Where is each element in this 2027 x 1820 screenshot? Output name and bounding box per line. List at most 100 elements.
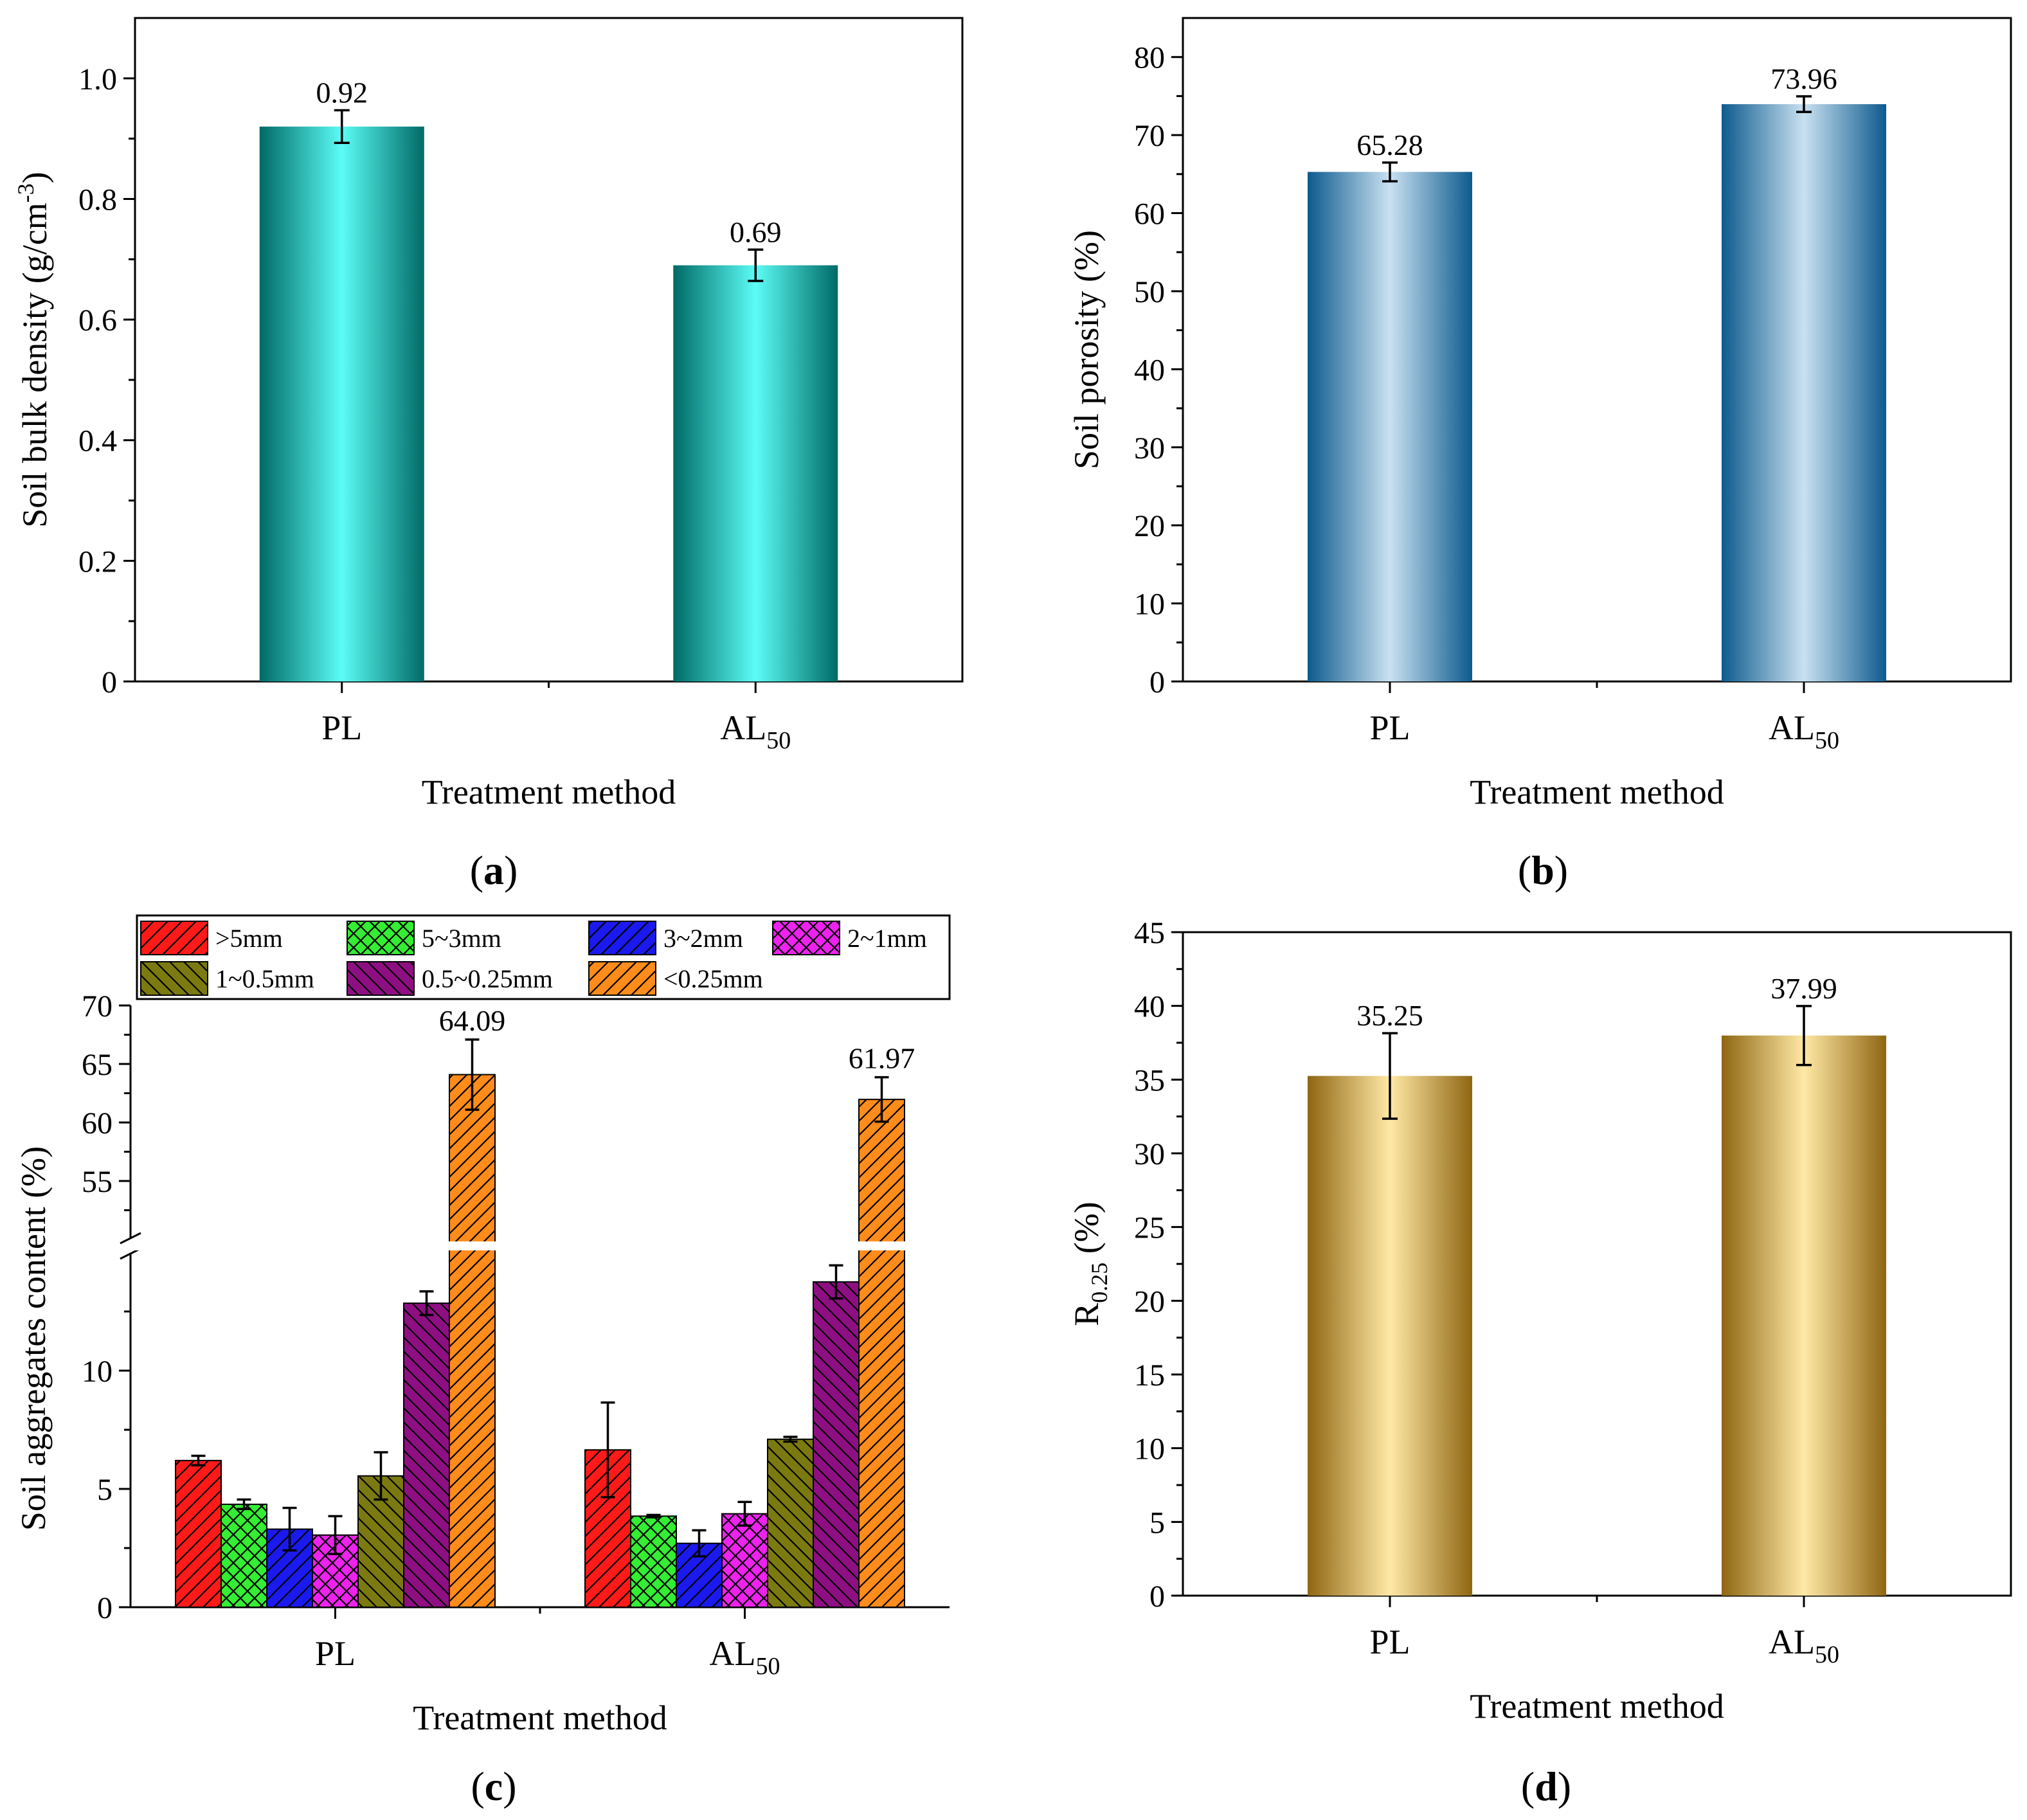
y-tick-label: 0	[97, 1591, 113, 1625]
x-tick-label-PL: PL	[1369, 1623, 1410, 1661]
y-axis-label-end: )	[15, 172, 54, 183]
error-bar-AL50-3~2mm	[692, 1529, 707, 1558]
y-tick-label: 10	[82, 1355, 113, 1389]
bar-AL50-<0.25mm	[858, 1099, 905, 1608]
y-tick-label: 70	[1134, 119, 1165, 153]
error-bar-PL	[334, 109, 350, 144]
bar-PL	[1308, 1076, 1472, 1596]
value-label-AL50: 0.69	[730, 215, 782, 248]
plot-frame	[134, 17, 964, 683]
legend-item-0.5~0.25mm: 0.5~0.25mm	[347, 961, 553, 996]
y-tick-label: 10	[1134, 588, 1165, 622]
y-tick-label: 55	[82, 1165, 113, 1199]
y-axis-label-sup: -3	[13, 183, 39, 203]
legend-swatch	[347, 961, 415, 996]
y-tick-label: 10	[1134, 1432, 1165, 1466]
y-tick-label: 0.8	[78, 183, 117, 217]
y-axis-label: Soil bulk density (g/cm-3)	[13, 172, 54, 527]
x-tick-label-AL50-main: AL	[1769, 708, 1815, 747]
value-label-AL50: 37.99	[1770, 972, 1837, 1005]
legend-swatch	[772, 921, 840, 955]
error-bar-PL-3~2mm	[282, 1506, 297, 1552]
legend-label: 5~3mm	[422, 924, 501, 953]
y-tick-label: 65	[82, 1048, 113, 1082]
x-tick-label-AL50-main: AL	[1769, 1623, 1815, 1661]
error-bar-AL50	[1796, 1005, 1812, 1067]
error-bar-AL50	[748, 248, 764, 282]
error-bar-AL50-5~3mm	[646, 1513, 661, 1518]
y-tick-label: 45	[1134, 916, 1165, 950]
x-tick-label-PL-main: PL	[1369, 1623, 1410, 1661]
error-bar-AL50-2~1mm	[737, 1500, 752, 1527]
legend-label: >5mm	[215, 924, 283, 953]
y-tick-label: 5	[1149, 1506, 1165, 1540]
axis-break-gap	[132, 1241, 951, 1250]
y-tick-label: 5	[97, 1473, 113, 1507]
error-bar-AL50-0.5~0.25mm	[829, 1264, 843, 1300]
legend-swatch	[347, 921, 415, 955]
legend: >5mm 5~3mm 3~2mm 2~1mm 1~0.5mm 0.5~0.25mm <0.2…	[136, 914, 951, 1000]
legend-swatch	[140, 921, 208, 955]
y-tick-label: 50	[1134, 275, 1165, 309]
bar-PL->5mm	[175, 1459, 222, 1608]
y-axis-label-end: (%)	[1067, 1202, 1106, 1262]
x-axis-label: Treatment method	[422, 773, 676, 811]
error-bar-PL->5mm	[191, 1454, 206, 1466]
y-axis-label: Soil aggregates content (%)	[14, 1146, 53, 1531]
legend-item-2~1mm: 2~1mm	[772, 921, 927, 955]
bar-AL50-1~0.5mm	[767, 1438, 814, 1608]
y-tick-label: 40	[1134, 990, 1165, 1024]
bar-PL	[259, 126, 424, 681]
value-label-PL: 35.25	[1356, 999, 1423, 1032]
bar-AL50	[1722, 104, 1886, 682]
panel-b-label: (b)	[1518, 847, 1568, 893]
x-tick-label-PL-main: PL	[315, 1634, 356, 1673]
y-tick-label: 80	[1134, 41, 1165, 75]
x-tick-label-AL50: AL50	[1769, 1623, 1839, 1668]
value-label-PL: 0.92	[316, 77, 368, 109]
legend-swatch	[140, 961, 208, 996]
y-tick-label: 60	[1134, 197, 1165, 231]
plot-frame	[1182, 17, 2012, 683]
panel-a-chart: 0 0.2 0.4 0.6 0.8 1.0 0.92 PL 0.69 AL50 Treatment …	[13, 17, 964, 811]
x-tick-label-PL: PL	[321, 708, 362, 747]
panel-b-chart: 0102030405060708065.28PL73.96AL50Treatme…	[1067, 17, 2012, 811]
x-tick-label-AL50: AL50	[710, 1634, 780, 1680]
error-bar-PL-1~0.5mm	[374, 1451, 388, 1501]
x-tick-label-AL50-sub: 50	[755, 1653, 780, 1680]
panel-a-label: (a)	[470, 847, 518, 893]
y-axis-label-main: Soil bulk density (g/cm	[15, 203, 54, 528]
bar-PL-0.5~0.25mm	[403, 1302, 450, 1608]
legend-item-5~3mm: 5~3mm	[347, 921, 501, 955]
legend-label: <0.25mm	[663, 964, 763, 993]
panel-d-label: (d)	[1521, 1763, 1571, 1809]
error-bar-AL50->5mm	[600, 1401, 615, 1499]
panel-a-letter: a	[483, 847, 504, 893]
legend-item-3~2mm: 3~2mm	[588, 921, 743, 955]
y-axis-label-sub: 0.25	[1086, 1263, 1112, 1303]
legend-item->5mm: >5mm	[140, 921, 283, 955]
y-tick-label: 0	[102, 665, 117, 699]
x-axis-label: Treatment method	[1470, 1687, 1724, 1725]
x-tick-label-PL-main: PL	[1369, 708, 1410, 747]
x-tick-label-PL-main: PL	[321, 708, 362, 747]
error-bar-AL50-1~0.5mm	[783, 1436, 798, 1443]
error-bar-PL-5~3mm	[237, 1498, 251, 1511]
bar-AL50	[1722, 1035, 1886, 1596]
error-bar-AL50-<0.25mm	[874, 1076, 889, 1123]
x-tick-label-AL50-sub: 50	[766, 727, 791, 754]
value-label-PL: 65.28	[1356, 129, 1423, 161]
error-bar-PL-<0.25mm	[465, 1038, 480, 1111]
bar-AL50-2~1mm	[721, 1513, 768, 1608]
y-tick-label: 1.0	[78, 62, 117, 96]
bar-PL-5~3mm	[221, 1503, 267, 1608]
y-tick-label: 15	[1134, 1358, 1165, 1392]
y-tick-label: 30	[1134, 431, 1165, 465]
y-tick-label: 70	[82, 989, 113, 1023]
bar-AL50	[673, 265, 838, 681]
y-tick-label: 0.2	[78, 545, 117, 579]
legend-item-<0.25mm: <0.25mm	[588, 961, 763, 996]
y-tick-label: 40	[1134, 353, 1165, 387]
x-tick-label-AL50: AL50	[1769, 708, 1839, 754]
